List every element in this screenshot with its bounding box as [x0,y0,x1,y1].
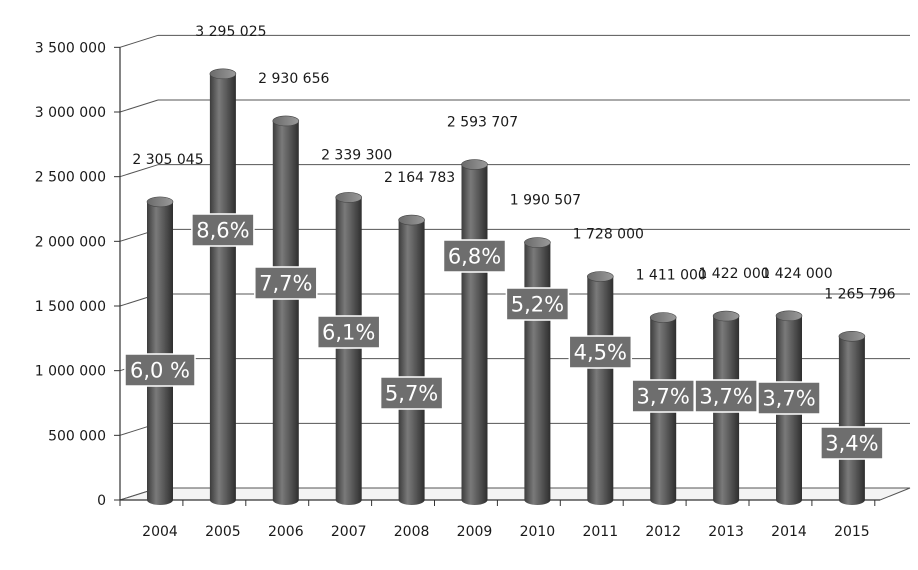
bar-top [649,312,677,323]
bar-top [335,192,363,203]
percent-label: 5,2% [511,293,564,317]
x-tick-label: 2015 [834,524,870,540]
bar [838,330,866,505]
x-tick-label: 2005 [205,524,241,540]
bar [335,192,363,505]
value-label: 1 411 000 [636,268,707,284]
bar-top [146,196,174,208]
bar-body [209,73,236,505]
percent-label: 6,0 % [130,359,190,383]
percent-label: 5,7% [385,382,438,406]
percent-label: 4,5% [574,341,627,365]
bar-top [712,310,740,322]
x-tick-label: 2010 [520,524,556,540]
percent-label-box [505,287,570,321]
bar [209,68,237,505]
percent-label-box [316,315,381,349]
value-label: 1 728 000 [573,227,644,243]
bar-body [587,276,614,505]
value-label: 2 164 783 [384,170,455,186]
bar-body [461,164,488,505]
y-tick-label: 3 500 000 [35,40,106,56]
y-tick-label: 1 500 000 [35,299,106,315]
percent-label: 3,7% [699,385,752,409]
percent-label-box [631,379,695,413]
value-label: 1 422 000 [698,266,769,282]
bar-body [398,220,425,505]
gridline-diag [119,164,159,178]
percent-label: 3,7% [637,385,690,409]
y-tick-label: 500 000 [48,428,106,444]
percent-label: 7,7% [259,272,312,296]
percent-label-box [820,426,884,460]
bar [461,159,488,505]
bars-layer [146,68,866,505]
value-label: 2 930 656 [258,71,329,87]
labels-layer: 2 305 045 3 295 025 2 930 656 2 339 300 2 16… [124,24,896,460]
bar-body [524,242,551,505]
value-label: 1 424 000 [761,266,832,282]
y-tick-label: 1 000 000 [35,364,106,380]
percent-label-box [254,266,318,300]
percent-label: 3,4% [825,432,878,456]
y-tick-label: 2 000 000 [35,234,106,250]
bar [586,271,614,505]
bar-body [335,197,362,505]
x-tick-label: 2008 [394,524,430,540]
bar-top [461,159,488,170]
bar-top [586,271,614,282]
percent-label: 6,8% [448,245,501,269]
x-tick-label: 2007 [331,524,367,540]
bar-top [838,330,866,342]
percent-label-box [379,376,444,410]
y-tick-label: 2 500 000 [35,170,106,186]
gridline-diag [119,99,159,113]
bar-top [775,310,803,322]
x-tick-label: 2009 [457,524,493,540]
bar-top [272,115,300,127]
axis-layer: 0 500 000 1 000 000 1 500 000 2 000 000 2 500… [35,40,911,540]
value-label: 2 593 707 [447,115,518,131]
percent-label: 3,7% [762,387,815,411]
y-tick-label: 3 000 000 [35,105,106,121]
bar [398,214,425,505]
percent-label-box [124,353,196,387]
bar [272,115,300,505]
percent-label-box [442,239,507,273]
gridline-diag [119,34,159,48]
value-label: 2 339 300 [321,147,392,163]
x-tick-label: 2011 [582,524,618,540]
percent-label: 8,6% [196,219,249,243]
value-label: 1 265 796 [824,286,895,302]
percent-label-box [694,379,758,413]
bar-body [272,120,299,505]
bar-top [524,237,551,248]
value-label: 1 990 507 [510,193,581,209]
percent-label-box [568,335,633,369]
percent-label: 6,1% [322,321,375,345]
bar-body [838,336,865,505]
bar [146,196,174,505]
bar-top [209,68,237,80]
x-tick-label: 2014 [771,524,807,540]
x-tick-label: 2006 [268,524,304,540]
x-tick-label: 2012 [645,524,681,540]
value-label: 2 305 045 [132,152,203,168]
x-tick-label: 2013 [708,524,744,540]
percent-label-box [757,381,821,415]
bar-top [398,214,425,226]
y-tick-label: 0 [97,493,106,509]
x-tick-label: 2004 [142,524,178,540]
value-label: 3 295 025 [195,24,266,40]
bar [524,237,551,505]
percent-label-box [191,213,255,247]
